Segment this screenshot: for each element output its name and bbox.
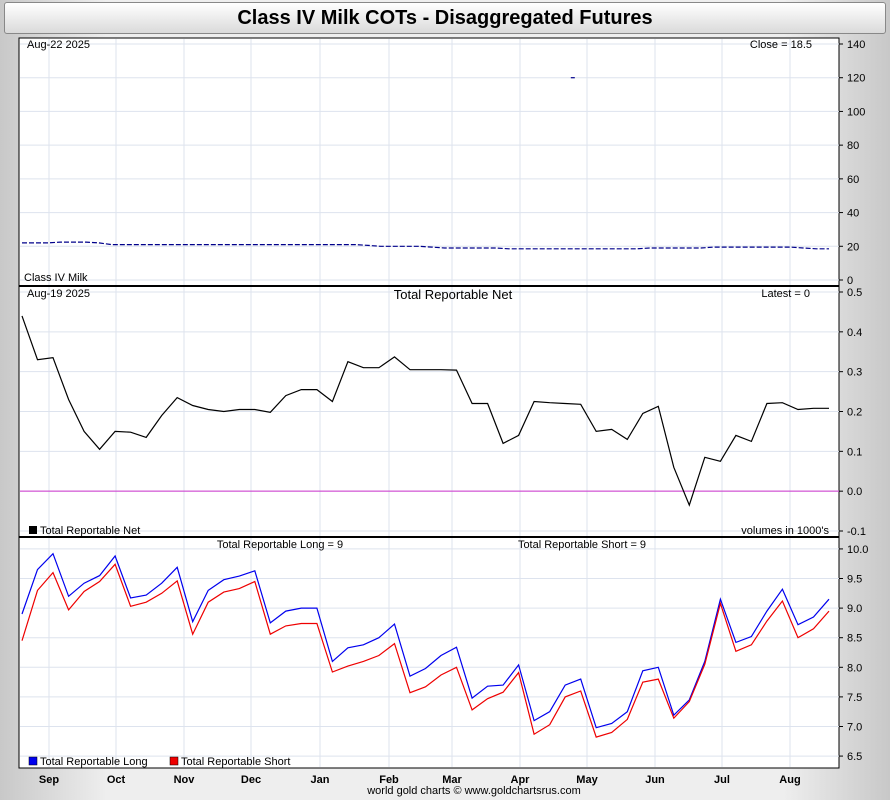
y-tick-label: -0.1: [847, 526, 866, 538]
chart-title: Class IV Milk COTs - Disaggregated Futur…: [4, 2, 886, 34]
y-tick-label: 0.1: [847, 446, 862, 458]
net-line: [21, 315, 829, 507]
y-tick-label: 100: [847, 106, 865, 118]
month-label: Aug: [779, 774, 800, 786]
y-tick-label: 0.5: [847, 287, 862, 299]
y-tick-label: 8.0: [847, 662, 862, 674]
price-panel: [18, 37, 840, 287]
month-label: May: [576, 774, 598, 786]
month-label: Oct: [107, 774, 126, 786]
y-tick-label: 20: [847, 241, 859, 253]
y-tick-label: 9.5: [847, 574, 862, 586]
month-label: Jun: [645, 774, 665, 786]
month-label: Nov: [174, 774, 196, 786]
y-tick-label: 6.5: [847, 751, 862, 763]
net-legend-label: Total Reportable Net: [40, 525, 140, 537]
month-label: Sep: [39, 774, 59, 786]
long-line: [21, 552, 830, 729]
chart-marks: [20, 77, 839, 738]
footer-credit: world gold charts © www.goldchartsrus.co…: [366, 785, 581, 797]
y-tick-label: 120: [847, 73, 865, 85]
month-label: Mar: [442, 774, 462, 786]
net-latest-label: Latest = 0: [761, 288, 810, 300]
y-tick-label: 8.5: [847, 633, 862, 645]
price-line: [22, 241, 829, 250]
axis-ticks: Sep Oct Nov Dec Jan Feb Mar Apr May Jun Jul Aug 0 20 4…: [39, 39, 869, 786]
month-label: Jan: [311, 774, 330, 786]
price-close-label: Close = 18.5: [750, 39, 812, 51]
short-legend-swatch: [169, 756, 179, 766]
short-legend-label: Total Reportable Short: [181, 756, 290, 768]
y-tick-label: 0.0: [847, 486, 862, 498]
y-tick-label: 0.3: [847, 367, 862, 379]
y-tick-label: 140: [847, 39, 865, 51]
y-tick-label: 9.0: [847, 603, 862, 615]
y-tick-label: 10.0: [847, 544, 868, 556]
short-line: [21, 563, 830, 738]
y-tick-label: 40: [847, 208, 859, 220]
long-short-panel: [18, 536, 840, 769]
y-tick-label: 0.2: [847, 407, 862, 419]
y-tick-label: 7.0: [847, 721, 862, 733]
long-value-label: Total Reportable Long = 9: [217, 539, 343, 551]
y-tick-label: 7.5: [847, 692, 862, 704]
month-label: Apr: [511, 774, 531, 786]
price-date-label: Aug-22 2025: [27, 39, 90, 51]
month-label: Feb: [379, 774, 399, 786]
short-value-label: Total Reportable Short = 9: [518, 539, 646, 551]
net-units-label: volumes in 1000's: [741, 525, 829, 537]
net-legend-swatch: [29, 526, 37, 534]
y-tick-label: 0: [847, 275, 853, 287]
long-legend-label: Total Reportable Long: [40, 756, 148, 768]
y-tick-label: 0.4: [847, 327, 862, 339]
y-tick-label: 80: [847, 140, 859, 152]
y-tick-label: 60: [847, 174, 859, 186]
net-date-label: Aug-19 2025: [27, 288, 90, 300]
price-series-label: Class IV Milk: [24, 272, 88, 284]
month-label: Dec: [241, 774, 261, 786]
gridlines: [20, 39, 839, 767]
net-panel-title: Total Reportable Net: [394, 287, 513, 302]
long-legend-swatch: [28, 756, 38, 766]
month-label: Jul: [714, 774, 730, 786]
